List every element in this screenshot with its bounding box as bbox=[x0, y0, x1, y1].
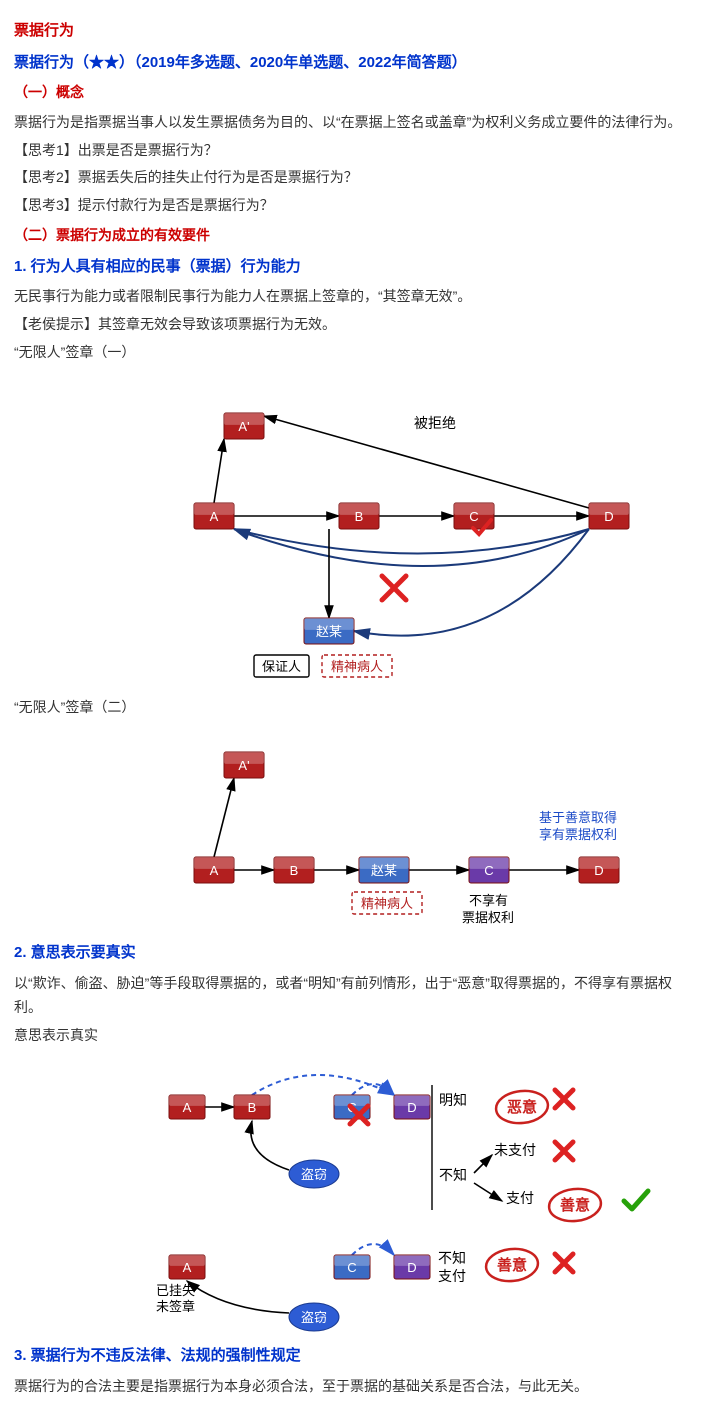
svg-text:不知: 不知 bbox=[438, 1250, 466, 1266]
section2-para4: 票据行为的合法主要是指票据行为本身必须合法，至于票据的基础关系是否合法，与此无关… bbox=[14, 1375, 699, 1399]
svg-text:支付: 支付 bbox=[506, 1190, 534, 1206]
svg-text:D: D bbox=[407, 1100, 416, 1115]
diagram2-caption: “无限人”签章（二） bbox=[14, 696, 699, 720]
svg-text:基于善意取得: 基于善意取得 bbox=[539, 810, 617, 825]
svg-text:D: D bbox=[594, 863, 603, 878]
section2-para2: 【老侯提示】其签章无效会导致该项票据行为无效。 bbox=[14, 313, 699, 337]
svg-text:被拒绝: 被拒绝 bbox=[414, 415, 456, 431]
section1-para1: 票据行为是指票据当事人以发生票据债务为目的、以“在票据上签名或盖章”为权利义务成… bbox=[14, 111, 699, 135]
svg-text:支付: 支付 bbox=[438, 1268, 466, 1284]
svg-text:已挂失: 已挂失 bbox=[156, 1283, 195, 1298]
svg-text:A: A bbox=[183, 1100, 192, 1115]
svg-text:A: A bbox=[210, 509, 219, 524]
svg-text:善意: 善意 bbox=[497, 1256, 527, 1274]
svg-text:C: C bbox=[469, 509, 478, 524]
svg-text:未支付: 未支付 bbox=[494, 1142, 536, 1158]
section1-title: （一）概念 bbox=[14, 81, 699, 105]
section2-sub2: 2. 意思表示要真实 bbox=[14, 940, 699, 966]
doc-subtitle: 票据行为（★★）（2019年多选题、2020年单选题、2022年简答题） bbox=[14, 50, 699, 76]
svg-text:保证人: 保证人 bbox=[262, 659, 301, 674]
svg-text:D: D bbox=[407, 1260, 416, 1275]
diagram3-caption: 意思表示真实 bbox=[14, 1024, 699, 1048]
svg-text:B: B bbox=[355, 509, 364, 524]
svg-text:A': A' bbox=[238, 758, 249, 773]
svg-text:不知: 不知 bbox=[439, 1167, 467, 1183]
section2-sub3: 3. 票据行为不违反法律、法规的强制性规定 bbox=[14, 1343, 699, 1369]
svg-text:赵某: 赵某 bbox=[371, 863, 397, 878]
svg-text:C: C bbox=[347, 1260, 356, 1275]
svg-text:未签章: 未签章 bbox=[156, 1299, 195, 1314]
section2-sub1: 1. 行为人具有相应的民事（票据）行为能力 bbox=[14, 254, 699, 280]
diagram-3: ABCD盗窃ACD盗窃明知不知未支付支付不知支付已挂失未签章恶意善意善意 bbox=[74, 1055, 699, 1335]
svg-text:B: B bbox=[248, 1100, 257, 1115]
doc-main-title: 票据行为 bbox=[14, 18, 699, 44]
svg-text:A': A' bbox=[238, 419, 249, 434]
think-3: 【思考3】提示付款行为是否是票据行为？ bbox=[14, 194, 699, 218]
svg-text:精神病人: 精神病人 bbox=[361, 896, 413, 911]
think-1: 【思考1】出票是否是票据行为？ bbox=[14, 139, 699, 163]
svg-text:A: A bbox=[183, 1260, 192, 1275]
svg-text:票据权利: 票据权利 bbox=[462, 910, 514, 925]
think-2: 【思考2】票据丢失后的挂失止付行为是否是票据行为？ bbox=[14, 166, 699, 190]
section2-para1: 无民事行为能力或者限制民事行为能力人在票据上签章的，“其签章无效”。 bbox=[14, 285, 699, 309]
diagram-2: A' A B 赵某 C D 精神病人 基于善意取得享有票据权利不享有票据权利 bbox=[74, 727, 699, 932]
svg-text:善意: 善意 bbox=[560, 1196, 590, 1214]
svg-text:C: C bbox=[484, 863, 493, 878]
svg-text:盗窃: 盗窃 bbox=[301, 1310, 327, 1325]
svg-text:盗窃: 盗窃 bbox=[301, 1167, 327, 1182]
section2-para3: 以“欺诈、偷盗、胁迫”等手段取得票据的，或者“明知”有前列情形，出于“恶意”取得… bbox=[14, 972, 699, 1020]
diagram1-caption: “无限人”签章（一） bbox=[14, 341, 699, 365]
svg-text:明知: 明知 bbox=[439, 1092, 467, 1108]
section2-title: （二）票据行为成立的有效要件 bbox=[14, 224, 699, 248]
svg-text:不享有: 不享有 bbox=[469, 893, 508, 908]
svg-text:享有票据权利: 享有票据权利 bbox=[539, 827, 617, 842]
svg-text:赵某: 赵某 bbox=[316, 624, 342, 639]
diagram-1: A' A B C D 赵某 被拒绝保证人 精神病人 bbox=[74, 373, 699, 688]
svg-text:精神病人: 精神病人 bbox=[331, 659, 383, 674]
svg-text:A: A bbox=[210, 863, 219, 878]
svg-text:D: D bbox=[604, 509, 613, 524]
svg-text:恶意: 恶意 bbox=[507, 1098, 537, 1116]
svg-text:B: B bbox=[290, 863, 299, 878]
